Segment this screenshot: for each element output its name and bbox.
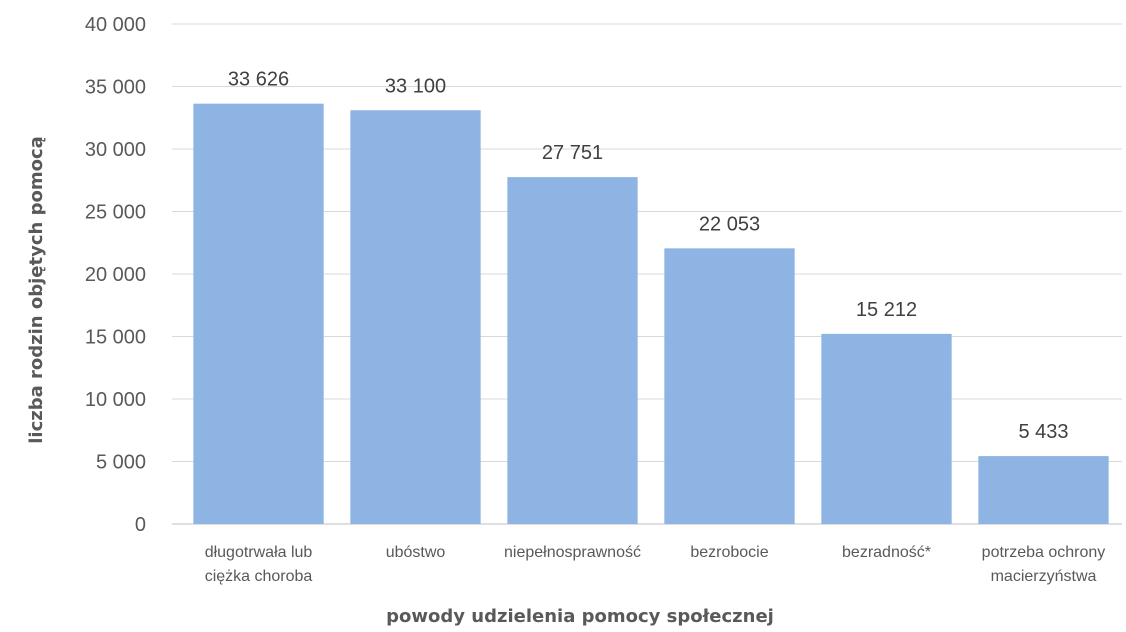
x-axis-categories: długotrwała lub ciężka choroba ubóstwo niep…: [205, 544, 1106, 585]
bar: [193, 103, 324, 525]
x-category-label: bezradność*: [842, 544, 931, 561]
x-category-label: ubóstwo: [386, 544, 446, 561]
bars: [193, 103, 1109, 525]
y-tick-label: 0: [135, 514, 146, 536]
data-label: 22 053: [699, 213, 760, 235]
y-tick-label: 30 000: [85, 139, 146, 161]
data-label: 33 626: [228, 69, 289, 91]
y-axis-title: liczba rodzin objętych pomocą: [26, 136, 47, 444]
data-label: 33 100: [385, 75, 446, 97]
x-category-label: potrzeba ochrony macierzyństwa: [982, 544, 1106, 585]
y-tick-label: 35 000: [85, 77, 146, 99]
bar: [350, 110, 481, 524]
bar: [978, 456, 1109, 524]
y-axis-ticks: 0 5 000 10 000 15 000 20 000 25 000 30 000 35 0…: [85, 14, 146, 536]
y-tick-label: 40 000: [85, 14, 146, 36]
y-tick-label: 10 000: [85, 389, 146, 411]
x-axis-title: powody udzielenia pomocy społecznej: [386, 606, 774, 627]
x-category-label: długotrwała lub ciężka choroba: [205, 544, 313, 585]
y-tick-label: 15 000: [85, 327, 146, 349]
data-labels: 33 626 33 100 27 751 22 053 15 212 5 433: [228, 69, 1069, 443]
x-category-label: niepełnosprawność: [504, 544, 641, 561]
y-tick-label: 25 000: [85, 202, 146, 224]
y-tick-label: 20 000: [85, 264, 146, 286]
data-label: 15 212: [856, 299, 917, 321]
gridlines: [172, 23, 1122, 525]
data-label: 27 751: [542, 142, 603, 164]
bar: [664, 248, 795, 524]
x-category-label: bezrobocie: [690, 544, 768, 561]
data-label: 5 433: [1018, 421, 1068, 443]
bar: [821, 333, 952, 524]
bar: [507, 177, 638, 525]
y-tick-label: 5 000: [96, 452, 146, 474]
